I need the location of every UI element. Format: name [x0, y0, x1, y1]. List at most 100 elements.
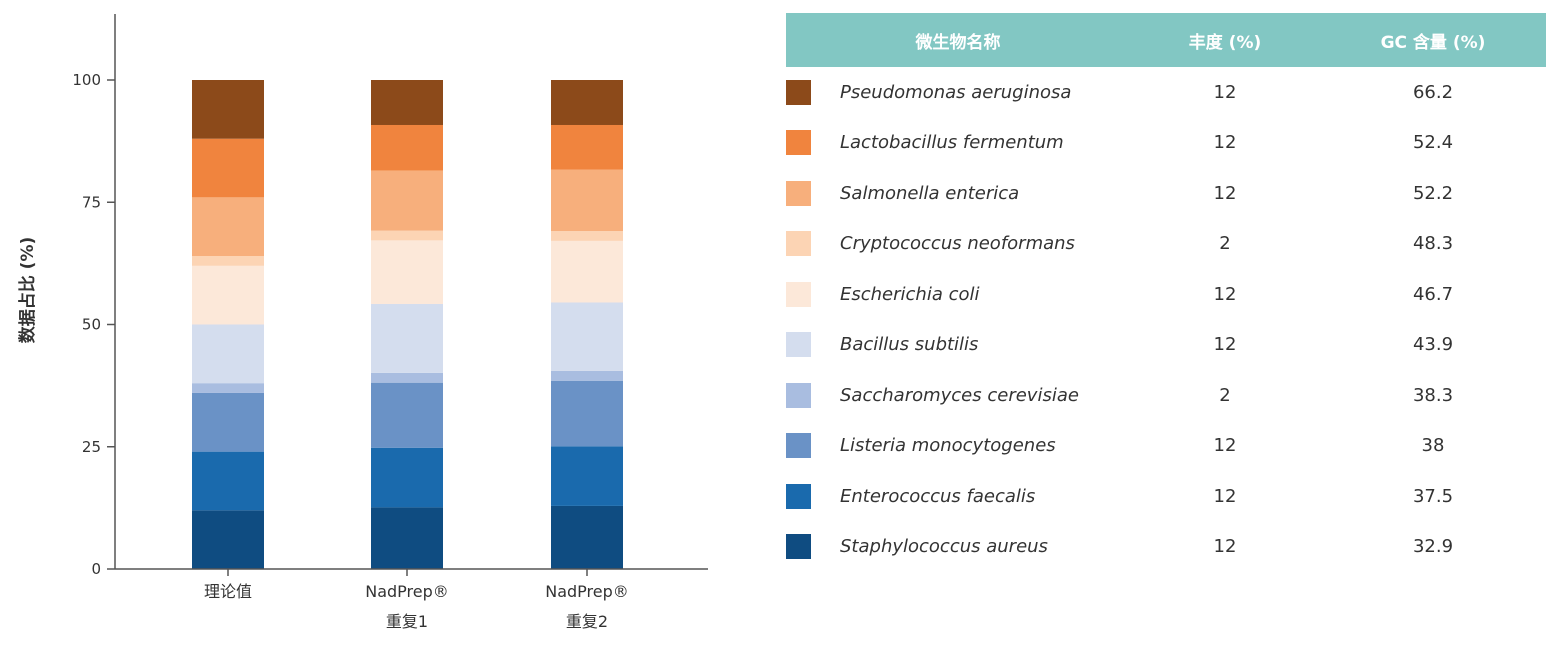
abundance-value: 12 — [1213, 182, 1237, 204]
bar-segment — [371, 170, 443, 231]
microbe-table-container: 微生物名称 丰度 (%) GC 含量 (%) Pseudomonas aerug… — [786, 13, 1546, 572]
bar-segment — [192, 392, 264, 452]
header-microbe-name: 微生物名称 — [786, 13, 1130, 67]
bar-segment — [192, 138, 264, 198]
bar-segment — [551, 370, 623, 381]
y-axis-label: 数据占比 (%) — [17, 237, 38, 344]
header-gc-content: GC 含量 (%) — [1320, 13, 1546, 67]
swatch-cell — [786, 421, 840, 472]
gc-content-value: 37.5 — [1412, 485, 1454, 507]
table-row: Salmonella enterica 12 52.2 — [786, 168, 1546, 219]
bar-segment — [551, 80, 623, 125]
legend-swatch — [786, 483, 811, 509]
bar-segment — [192, 265, 264, 325]
table-header-row: 微生物名称 丰度 (%) GC 含量 (%) — [786, 13, 1546, 67]
legend-swatch — [786, 281, 811, 307]
gc-content-value: 48.3 — [1412, 233, 1454, 255]
bar-segment — [192, 256, 264, 266]
table-row: Lactobacillus fermentum 12 52.4 — [786, 118, 1546, 169]
bar-segment — [192, 80, 264, 139]
swatch-cell — [786, 320, 840, 371]
swatch-cell — [786, 370, 840, 421]
bar-segment — [551, 231, 623, 241]
bar-segment — [192, 324, 264, 384]
microbe-name: Staphylococcus aureus — [840, 536, 1048, 558]
y-tick-label: 50 — [82, 316, 101, 334]
table-row: Pseudomonas aeruginosa 12 66.2 — [786, 67, 1546, 118]
table-row: Cryptococcus neoformans 2 48.3 — [786, 219, 1546, 270]
bar-segment — [371, 372, 443, 383]
table-row: Enterococcus faecalis 12 37.5 — [786, 471, 1546, 522]
microbe-name: Pseudomonas aeruginosa — [840, 81, 1072, 103]
y-tick-label: 0 — [91, 560, 101, 578]
bar-segment — [551, 169, 623, 232]
table-row: Saccharomyces cerevisiae 2 38.3 — [786, 370, 1546, 421]
gc-content-value: 43.9 — [1412, 334, 1454, 356]
stacked-bar-chart: 0 25 50 75 100 理论值 NadPrep® 重复1 NadPrep® 重复2 数据占比 … — [17, 14, 708, 631]
table-row: Listeria monocytogenes 12 38 — [786, 421, 1546, 472]
y-tick-label: 25 — [82, 438, 101, 456]
abundance-value: 12 — [1213, 435, 1237, 457]
table-row: Escherichia coli 12 46.7 — [786, 269, 1546, 320]
swatch-cell — [786, 269, 840, 320]
microbe-name: Saccharomyces cerevisiae — [840, 384, 1079, 406]
abundance-value: 2 — [1219, 233, 1231, 255]
bar-segment — [371, 303, 443, 373]
bar-segment — [551, 380, 623, 447]
legend-swatch — [786, 231, 811, 257]
microbe-name: Cryptococcus neoformans — [840, 233, 1075, 255]
table-body: Pseudomonas aeruginosa 12 66.2 Lactobacillu… — [786, 67, 1546, 572]
gc-content-value: 46.7 — [1412, 283, 1454, 305]
bar-segment — [192, 197, 264, 257]
bar-segment — [371, 447, 443, 508]
table-row: Bacillus subtilis 12 43.9 — [786, 320, 1546, 371]
microbe-name: Bacillus subtilis — [840, 334, 979, 356]
x-category-label: 重复2 — [566, 612, 608, 631]
microbe-name: Escherichia coli — [840, 283, 980, 305]
swatch-cell — [786, 118, 840, 169]
bar-segment — [551, 124, 623, 170]
bar-segment — [371, 507, 443, 569]
legend-swatch — [786, 433, 811, 459]
legend-swatch — [786, 382, 811, 408]
abundance-value: 12 — [1213, 536, 1237, 558]
bar-segment — [371, 382, 443, 448]
legend-swatch — [786, 79, 811, 105]
gc-content-value: 38 — [1421, 435, 1445, 457]
swatch-cell — [786, 168, 840, 219]
header-abundance: 丰度 (%) — [1130, 13, 1320, 67]
swatch-cell — [786, 471, 840, 522]
legend-swatch — [786, 332, 811, 358]
swatch-cell — [786, 67, 840, 118]
gc-content-value: 38.3 — [1412, 384, 1454, 406]
abundance-value: 2 — [1219, 384, 1231, 406]
legend-swatch — [786, 534, 811, 560]
bar-segment — [371, 230, 443, 241]
swatch-cell — [786, 522, 840, 573]
microbe-name: Salmonella enterica — [840, 182, 1020, 204]
gc-content-value: 32.9 — [1412, 536, 1454, 558]
y-tick-label: 75 — [82, 193, 101, 211]
bar-segment — [192, 451, 264, 511]
x-category-label: NadPrep® — [545, 582, 629, 601]
abundance-value: 12 — [1213, 485, 1237, 507]
microbe-table: 微生物名称 丰度 (%) GC 含量 (%) Pseudomonas aerug… — [786, 13, 1546, 572]
table-row: Staphylococcus aureus 12 32.9 — [786, 522, 1546, 573]
y-tick-label: 100 — [72, 71, 101, 89]
legend-swatch — [786, 130, 811, 156]
bar-segment — [551, 302, 623, 371]
gc-content-value: 52.4 — [1412, 132, 1454, 154]
swatch-cell — [786, 219, 840, 270]
bar-segment — [192, 383, 264, 393]
x-category-label: NadPrep® — [365, 582, 449, 601]
microbe-name: Lactobacillus fermentum — [840, 132, 1064, 154]
abundance-value: 12 — [1213, 81, 1237, 103]
microbe-name: Listeria monocytogenes — [840, 435, 1056, 457]
gc-content-value: 52.2 — [1412, 182, 1454, 204]
bar-segment — [371, 240, 443, 304]
bar-segment — [371, 80, 443, 125]
abundance-value: 12 — [1213, 132, 1237, 154]
abundance-value: 12 — [1213, 283, 1237, 305]
x-category-label: 重复1 — [386, 612, 428, 631]
bar-segment — [551, 446, 623, 506]
